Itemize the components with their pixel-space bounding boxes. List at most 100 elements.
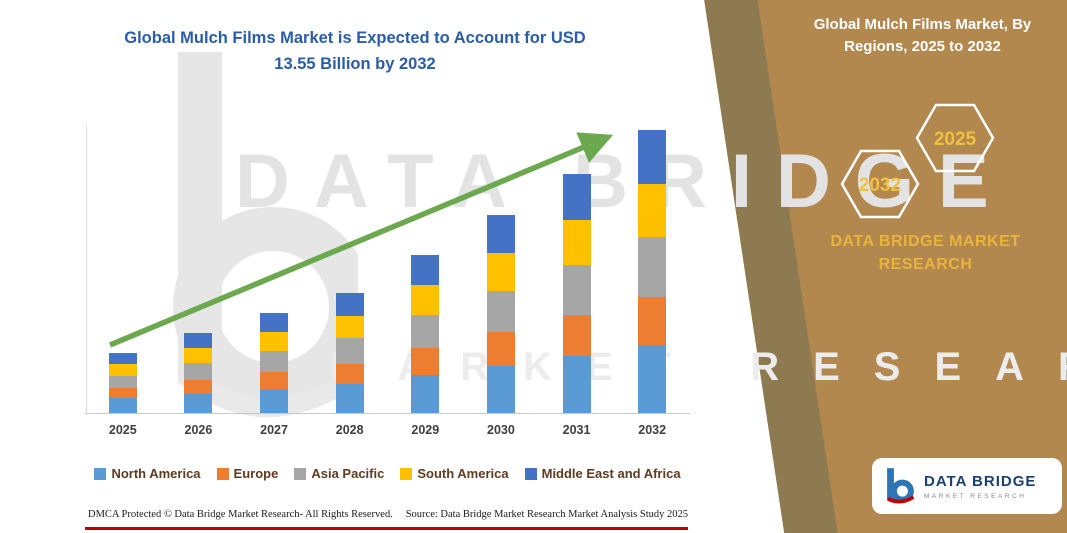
bar-column-2031 bbox=[539, 118, 615, 413]
bar-column-2027 bbox=[236, 118, 312, 413]
panel-brand-text: DATA BRIDGE MARKET RESEARCH bbox=[830, 233, 1021, 274]
bar-segment-south-america-2029 bbox=[411, 285, 440, 316]
bar-segment-europe-2025 bbox=[108, 388, 137, 399]
bar-segment-south-america-2028 bbox=[335, 315, 364, 339]
x-axis-label-2029: 2029 bbox=[411, 423, 440, 437]
bar-segment-asia-pacific-2026 bbox=[184, 363, 213, 381]
bar-segment-north-america-2029 bbox=[411, 375, 440, 413]
x-axis-label-2025: 2025 bbox=[108, 423, 137, 437]
bar-segment-south-america-2026 bbox=[184, 348, 213, 364]
bar-segment-asia-pacific-2031 bbox=[562, 265, 591, 316]
bar-column-2030 bbox=[463, 118, 539, 413]
footer-red-line bbox=[85, 527, 688, 530]
bar-segment-middle-east-and-africa-2028 bbox=[335, 292, 364, 316]
legend-swatch-europe bbox=[216, 467, 229, 480]
legend-item-north-america: North America bbox=[94, 466, 201, 481]
logo-text-wrap: DATA BRIDGE MARKET RESEARCH bbox=[924, 473, 1036, 500]
footer: DMCA Protected © Data Bridge Market Rese… bbox=[88, 509, 688, 520]
hexagon-year-2032: 2032 bbox=[859, 175, 901, 196]
hexagon-2032 bbox=[840, 149, 920, 219]
bar-segment-europe-2026 bbox=[184, 380, 213, 394]
stacked-bar-2032 bbox=[638, 129, 667, 413]
stacked-bar-2031 bbox=[562, 174, 591, 413]
hexagon-2025 bbox=[915, 103, 995, 173]
stacked-bar-2025 bbox=[108, 352, 137, 413]
bar-segment-europe-2031 bbox=[562, 315, 591, 356]
legend-item-asia-pacific: Asia Pacific bbox=[294, 466, 384, 481]
bar-segment-north-america-2028 bbox=[335, 384, 364, 413]
bar-segment-south-america-2025 bbox=[108, 364, 137, 376]
stacked-bar-2027 bbox=[260, 312, 289, 413]
legend-label-middle-east-and-africa: Middle East and Africa bbox=[541, 466, 681, 481]
bar-segment-south-america-2031 bbox=[562, 219, 591, 266]
bar-column-2029 bbox=[388, 118, 464, 413]
bar-segment-north-america-2030 bbox=[486, 365, 515, 413]
plot-area bbox=[85, 118, 690, 413]
y-axis-line bbox=[86, 125, 87, 413]
legend-label-asia-pacific: Asia Pacific bbox=[311, 466, 385, 481]
bar-segment-middle-east-and-africa-2031 bbox=[562, 174, 591, 220]
bar-segment-europe-2030 bbox=[486, 332, 515, 366]
footer-copyright: DMCA Protected © Data Bridge Market Rese… bbox=[88, 509, 393, 520]
footer-source: Source: Data Bridge Market Research Mark… bbox=[405, 509, 688, 520]
bar-segment-asia-pacific-2029 bbox=[411, 315, 440, 349]
bar-segment-middle-east-and-africa-2030 bbox=[486, 215, 515, 254]
bar-segment-asia-pacific-2028 bbox=[335, 338, 364, 364]
hexagon-year-2025: 2025 bbox=[934, 129, 977, 150]
legend-label-south-america: South America bbox=[417, 466, 509, 481]
data-bridge-logo-icon bbox=[887, 468, 915, 504]
bar-segment-north-america-2031 bbox=[562, 355, 591, 413]
bar-segment-middle-east-and-africa-2032 bbox=[638, 129, 667, 184]
logo-name: DATA BRIDGE bbox=[924, 472, 1037, 490]
legend-swatch-south-america bbox=[400, 467, 413, 480]
legend-swatch-north-america bbox=[94, 467, 107, 480]
bar-segment-europe-2028 bbox=[335, 363, 364, 385]
stacked-bar-2028 bbox=[335, 292, 364, 413]
bar-segment-middle-east-and-africa-2025 bbox=[108, 352, 137, 365]
logo-subtitle: MARKET RESEARCH bbox=[924, 492, 1027, 500]
legend-swatch-middle-east-and-africa bbox=[524, 467, 537, 480]
legend-swatch-asia-pacific bbox=[294, 467, 307, 480]
year-hexagons: 2025 2032 bbox=[840, 103, 995, 219]
x-axis-label-2026: 2026 bbox=[184, 423, 213, 437]
x-axis-label-2028: 2028 bbox=[335, 423, 364, 437]
bar-segment-north-america-2025 bbox=[108, 398, 137, 413]
bar-column-2025 bbox=[85, 118, 161, 413]
bar-segment-asia-pacific-2025 bbox=[108, 375, 137, 389]
bar-segment-middle-east-and-africa-2027 bbox=[260, 312, 289, 332]
right-panel-heading: Global Mulch Films Market, By Regions, 2… bbox=[813, 16, 1032, 55]
legend-label-europe: Europe bbox=[233, 466, 279, 481]
legend-item-south-america: South America bbox=[400, 466, 509, 481]
bar-segment-asia-pacific-2030 bbox=[486, 290, 515, 333]
bar-column-2032 bbox=[614, 118, 690, 413]
bar-column-2026 bbox=[161, 118, 237, 413]
bar-segment-asia-pacific-2032 bbox=[638, 237, 667, 298]
chart-title: Global Mulch Films Market is Expected to… bbox=[124, 29, 586, 73]
x-axis-labels: 2025 2026 2027 2028 2029 2030 2031 2032 bbox=[85, 413, 690, 437]
bar-segment-middle-east-and-africa-2029 bbox=[411, 255, 440, 286]
bar-segment-asia-pacific-2027 bbox=[260, 350, 289, 372]
legend-item-europe: Europe bbox=[216, 466, 279, 481]
legend: North America Europe Asia Pacific South Ame… bbox=[85, 466, 690, 481]
stacked-bar-2029 bbox=[411, 255, 440, 413]
x-axis-label-2027: 2027 bbox=[260, 423, 288, 437]
x-axis-label-2032: 2032 bbox=[638, 423, 667, 437]
bar-segment-south-america-2032 bbox=[638, 183, 667, 238]
bar-segment-south-america-2030 bbox=[486, 253, 515, 291]
x-axis-label-2030: 2030 bbox=[487, 423, 515, 437]
bars-row bbox=[85, 118, 690, 413]
stacked-bar-2030 bbox=[486, 215, 515, 413]
x-axis-label-2031: 2031 bbox=[562, 423, 591, 437]
bar-segment-north-america-2027 bbox=[260, 389, 289, 413]
stacked-bar-2026 bbox=[184, 332, 213, 413]
legend-label-north-america: North America bbox=[111, 466, 201, 481]
bar-column-2028 bbox=[312, 118, 388, 413]
bar-segment-middle-east-and-africa-2026 bbox=[184, 332, 213, 349]
bar-segment-europe-2029 bbox=[411, 348, 440, 376]
bar-segment-north-america-2032 bbox=[638, 345, 667, 413]
bar-segment-europe-2027 bbox=[260, 371, 289, 389]
bar-segment-north-america-2026 bbox=[184, 393, 213, 413]
bar-segment-europe-2032 bbox=[638, 297, 667, 346]
data-bridge-logo-badge: DATA BRIDGE MARKET RESEARCH bbox=[872, 458, 1062, 514]
legend-item-middle-east-and-africa: Middle East and Africa bbox=[524, 466, 681, 481]
